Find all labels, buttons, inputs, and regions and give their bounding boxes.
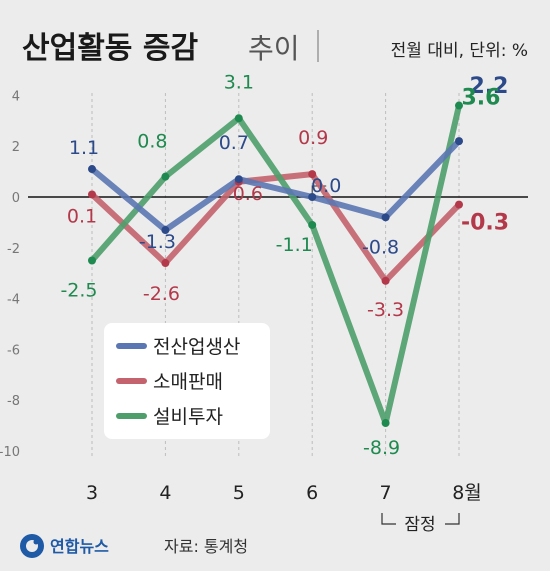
series-1-point-4: [381, 276, 390, 285]
series-0-point-1: [161, 226, 170, 235]
grid: [91, 93, 460, 458]
y-tick-label: -6: [7, 343, 20, 358]
series-1-point-3: [308, 170, 317, 179]
data-label-s1-0: 0.1: [67, 205, 97, 227]
title-main: 산업활동 증감: [22, 31, 198, 66]
x-tick-label-0: 3: [86, 482, 98, 504]
series-line-1: [89, 171, 462, 284]
series-0-point-5: [455, 137, 463, 146]
unit-label: 전월 대비, 단위: %: [391, 41, 528, 61]
y-tick-label: -8: [7, 394, 20, 409]
y-tick-label: 2: [12, 140, 20, 155]
series-line-0: [89, 138, 462, 234]
series-lines: [88, 101, 463, 428]
data-label-s0-2: 0.7: [219, 132, 249, 154]
x-tick-label-4: 7: [380, 482, 392, 504]
x-axis: 3 4 5 6 7 8월: [86, 482, 482, 504]
legend-label-2: 설비투자: [153, 406, 223, 428]
brand-name: 연합뉴스: [50, 537, 109, 556]
series-2-point-4: [381, 419, 390, 428]
data-label-s2-5: 3.6: [462, 86, 501, 111]
preliminary-note: 잠정: [381, 513, 460, 535]
footer: 연합뉴스 자료: 통계청: [20, 534, 248, 558]
series-2-point-2: [234, 114, 243, 123]
series-1-point-1: [161, 259, 170, 268]
series-0-point-0: [88, 165, 96, 174]
data-label-s0-0: 1.1: [69, 137, 99, 159]
note-bracket-right: [445, 513, 460, 525]
y-tick-label: 0: [12, 191, 20, 206]
data-label-s1-1: -2.6: [143, 283, 180, 305]
series-2-point-1: [161, 172, 170, 181]
preliminary-label: 잠정: [404, 515, 435, 535]
x-tick-label-2: 5: [233, 482, 245, 504]
yonhap-logo-icon: [20, 534, 44, 558]
series-line-2: [89, 102, 462, 427]
x-tick-label-1: 4: [159, 482, 171, 504]
chart-title: 산업활동 증감 추이 전월 대비, 단위: %: [22, 30, 528, 66]
y-tick-label: -2: [7, 242, 20, 257]
series-0-point-4: [381, 213, 390, 222]
data-label-s1-2: 0.6: [233, 183, 263, 205]
x-tick-label-5: 8월: [452, 482, 482, 504]
data-label-s2-2: 3.1: [224, 71, 254, 93]
data-label-s2-3: -1.1: [276, 234, 313, 256]
legend-box: [104, 323, 270, 439]
series-0-point-3: [308, 193, 317, 201]
series-2-point-0: [88, 256, 96, 265]
data-label-s0-1: -1.3: [139, 231, 176, 253]
series-2-point-5: [455, 101, 463, 110]
y-axis: 4 2 0 -2 -4 -6 -8 -10: [0, 89, 20, 460]
y-tick-label: -10: [0, 445, 20, 460]
title-light: 추이: [248, 32, 300, 65]
series-0-point-2: [234, 175, 243, 184]
data-label-s1-4: -3.3: [367, 299, 404, 321]
data-label-s0-3: 0.0: [311, 175, 341, 197]
y-tick-label: -4: [7, 293, 20, 308]
data-label-s0-4: -0.8: [362, 236, 399, 258]
data-label-s1-3: 0.9: [298, 127, 328, 149]
data-label-s0-5: 2.2: [470, 74, 509, 99]
data-labels: 1.1 -1.3 0.7 0.0 -0.8 2.2 0.1 -2.6 0.6 0.9 -3.3 -0.…: [60, 71, 509, 459]
note-bracket-left: [381, 513, 396, 525]
data-label-s2-1: 0.8: [137, 131, 167, 153]
y-tick-label: 4: [12, 89, 20, 104]
data-label-s2-0: -2.5: [60, 280, 97, 302]
series-2-point-3: [308, 220, 317, 229]
x-tick-label-3: 6: [306, 482, 318, 504]
legend-label-0: 전산업생산: [153, 336, 240, 358]
data-label-s2-4: -8.9: [363, 437, 400, 459]
data-label-s1-5: -0.3: [461, 211, 509, 236]
series-1-point-0: [88, 190, 96, 199]
source-label: 자료: 통계청: [164, 537, 248, 556]
legend-label-1: 소매판매: [153, 371, 223, 393]
series-1-point-5: [455, 200, 463, 209]
